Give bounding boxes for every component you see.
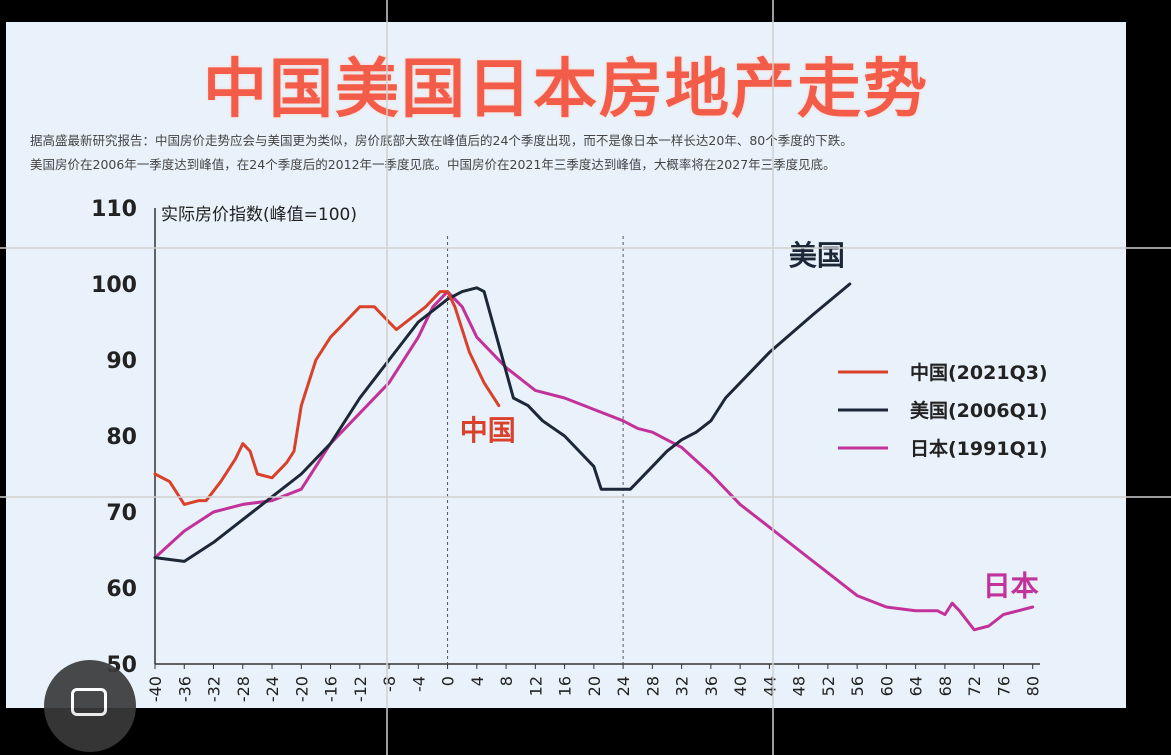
x-tick-label: -36 [175, 676, 194, 702]
x-tick-label: 76 [994, 676, 1013, 696]
x-tick-label: 44 [760, 676, 779, 696]
y-tick-label: 80 [106, 425, 137, 450]
right-border [1126, 0, 1171, 755]
series-label-china: 中国 [460, 414, 516, 447]
x-tick-label: -8 [380, 676, 399, 692]
camera-button[interactable] [44, 660, 136, 752]
x-tick-label: -12 [351, 676, 370, 702]
x-tick-label: 16 [556, 676, 575, 696]
x-tick-label: 40 [731, 676, 750, 696]
x-tick-label: 48 [790, 676, 809, 696]
x-tick-label: 60 [877, 676, 896, 696]
bottom-border [0, 708, 1171, 755]
y-tick-label: 100 [91, 273, 137, 298]
x-tick-label: -28 [234, 676, 253, 702]
y-tick-label: 90 [106, 349, 137, 374]
series-line-japan [153, 290, 1035, 632]
x-tick-label: 4 [468, 676, 487, 686]
series-label-japan: 日本 [983, 570, 1039, 603]
y-tick-label: 110 [91, 197, 137, 222]
x-tick-label: 20 [585, 676, 604, 696]
x-tick-label: 12 [526, 676, 545, 696]
x-tick-label: 72 [965, 676, 984, 696]
x-tick-label: 36 [702, 676, 721, 696]
x-tick-label: 24 [614, 676, 633, 696]
x-tick-label: 28 [643, 676, 662, 696]
description-line-1: 据高盛最新研究报告：中国房价走势应会与美国更为类似，房价底部大致在峰值后的24个… [30, 133, 853, 148]
y-axis-label: 实际房价指数(峰值=100) [161, 205, 357, 225]
chart-photo: 中国美国日本房地产走势 据高盛最新研究报告：中国房价走势应会与美国更为类似，房价… [6, 22, 1126, 708]
legend-entry-china: 中国(2021Q3) [910, 361, 1048, 384]
series-line-china [153, 290, 501, 506]
x-tick-label: 8 [497, 676, 516, 686]
description-line-2: 美国房价在2006年一季度达到峰值，在24个季度后的2012年一季度见底。中国房… [30, 157, 836, 172]
x-tick-label: -20 [292, 676, 311, 702]
x-tick-label: 56 [848, 676, 867, 696]
x-tick-label: 52 [819, 676, 838, 696]
x-tick-label: -4 [409, 676, 428, 692]
x-tick-label: -32 [205, 676, 224, 702]
series-label-usa: 美国 [789, 239, 845, 272]
camera-icon [71, 688, 107, 716]
y-tick-label: 60 [106, 577, 137, 602]
x-tick-label: -40 [146, 676, 165, 702]
x-tick-label: 80 [1024, 676, 1043, 696]
series-line-usa [153, 282, 852, 563]
x-tick-label: 0 [439, 676, 458, 686]
x-tick-label: -16 [322, 676, 341, 702]
legend-entry-usa: 美国(2006Q1) [910, 399, 1048, 422]
x-tick-label: 64 [907, 676, 926, 696]
top-border [0, 0, 1171, 22]
page-title: 中国美国日本房地产走势 [203, 53, 929, 127]
y-tick-label: 70 [106, 501, 137, 526]
x-tick-label: 68 [936, 676, 955, 696]
legend-entry-japan: 日本(1991Q1) [910, 437, 1048, 460]
x-tick-label: 32 [673, 676, 692, 696]
x-tick-label: -24 [263, 676, 282, 702]
